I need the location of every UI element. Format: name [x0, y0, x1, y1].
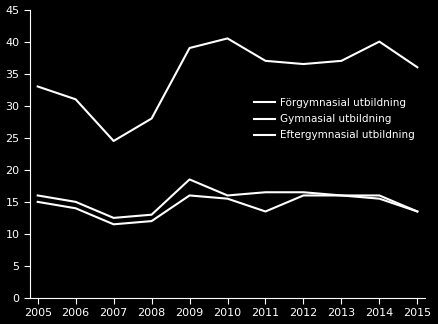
Gymnasial utbildning: [111, 216, 116, 220]
Eftergymnasial utbildning: [187, 193, 192, 197]
Eftergymnasial utbildning: [35, 200, 40, 204]
Förgymnasial utbildning: [415, 65, 420, 69]
Line: Eftergymnasial utbildning: Eftergymnasial utbildning: [38, 195, 417, 224]
Förgymnasial utbildning: [263, 59, 268, 63]
Eftergymnasial utbildning: [111, 222, 116, 226]
Line: Förgymnasial utbildning: Förgymnasial utbildning: [38, 39, 417, 141]
Förgymnasial utbildning: [377, 40, 382, 43]
Eftergymnasial utbildning: [301, 193, 306, 197]
Gymnasial utbildning: [73, 200, 78, 204]
Eftergymnasial utbildning: [339, 193, 344, 197]
Gymnasial utbildning: [377, 197, 382, 201]
Förgymnasial utbildning: [149, 117, 154, 121]
Gymnasial utbildning: [263, 190, 268, 194]
Förgymnasial utbildning: [339, 59, 344, 63]
Eftergymnasial utbildning: [225, 197, 230, 201]
Gymnasial utbildning: [187, 178, 192, 181]
Gymnasial utbildning: [301, 190, 306, 194]
Legend: Förgymnasial utbildning, Gymnasial utbildning, Eftergymnasial utbildning: Förgymnasial utbildning, Gymnasial utbil…: [248, 93, 420, 145]
Förgymnasial utbildning: [225, 37, 230, 40]
Gymnasial utbildning: [35, 193, 40, 197]
Förgymnasial utbildning: [187, 46, 192, 50]
Gymnasial utbildning: [339, 193, 344, 197]
Förgymnasial utbildning: [111, 139, 116, 143]
Förgymnasial utbildning: [35, 85, 40, 88]
Eftergymnasial utbildning: [415, 210, 420, 214]
Eftergymnasial utbildning: [73, 206, 78, 210]
Gymnasial utbildning: [415, 210, 420, 214]
Eftergymnasial utbildning: [263, 210, 268, 214]
Eftergymnasial utbildning: [377, 193, 382, 197]
Förgymnasial utbildning: [73, 97, 78, 101]
Line: Gymnasial utbildning: Gymnasial utbildning: [38, 179, 417, 218]
Gymnasial utbildning: [149, 213, 154, 217]
Förgymnasial utbildning: [301, 62, 306, 66]
Gymnasial utbildning: [225, 193, 230, 197]
Eftergymnasial utbildning: [149, 219, 154, 223]
